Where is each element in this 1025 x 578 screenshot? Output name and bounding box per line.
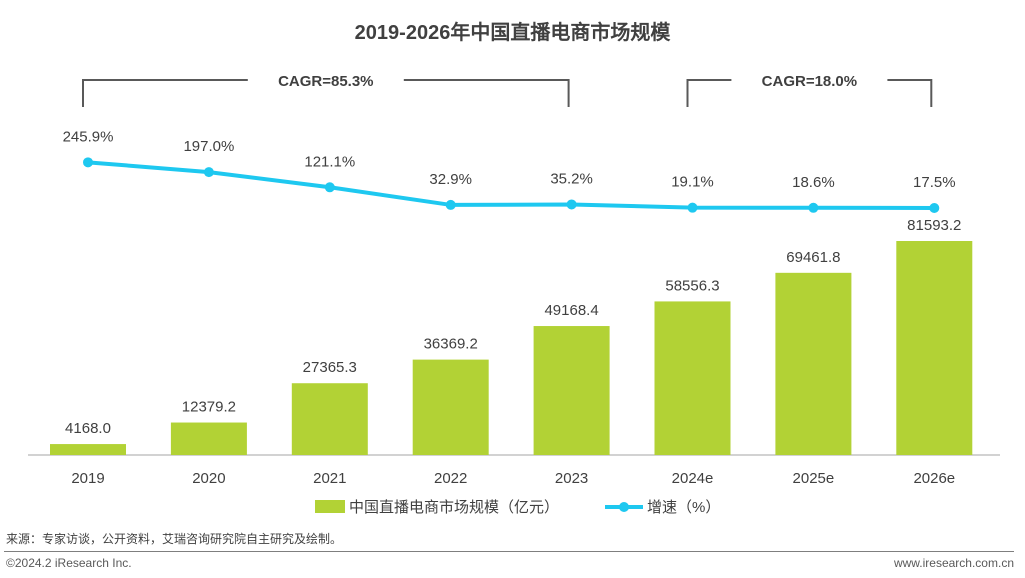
- cagr-label: CAGR=18.0%: [762, 73, 857, 90]
- bar-data-label: 4168.0: [65, 420, 111, 437]
- x-tick-label: 2020: [192, 470, 225, 487]
- bar: [50, 444, 126, 455]
- bar: [654, 301, 731, 455]
- growth-data-label: 17.5%: [913, 174, 956, 191]
- x-tick-label: 2019: [71, 470, 104, 487]
- bar-data-label: 58556.3: [665, 277, 719, 294]
- legend-bar-label: 中国直播电商市场规模（亿元）: [349, 499, 560, 516]
- bar: [896, 241, 973, 455]
- source-note: 来源：专家访谈，公开资料，艾瑞咨询研究院自主研究及绘制。: [6, 532, 343, 546]
- cagr-bracket: [686, 79, 933, 107]
- growth-point: [445, 199, 456, 210]
- growth-line: [87, 160, 935, 210]
- growth-data-label: 35.2%: [550, 170, 593, 187]
- growth-point: [203, 167, 214, 178]
- bar-data-label: 36369.2: [424, 336, 478, 353]
- growth-point: [687, 202, 698, 213]
- growth-data-label: 245.9%: [63, 128, 114, 145]
- growth-data-label: 19.1%: [671, 174, 714, 191]
- chart-title: 2019-2026年中国直播电商市场规模: [354, 22, 671, 44]
- legend-bar: 中国直播电商市场规模（亿元）: [315, 496, 559, 517]
- x-tick-label: 2026e: [913, 470, 955, 487]
- legend-line-swatch: [605, 501, 643, 512]
- bar-data-label: 81593.2: [907, 217, 961, 234]
- bar: [775, 272, 852, 455]
- copyright: ©2024.2 iResearch Inc.: [6, 556, 132, 570]
- legend-line: 增速（%）: [605, 496, 720, 517]
- growth-data-label: 32.9%: [429, 171, 472, 188]
- x-tick-label: 2021: [313, 470, 346, 487]
- growth-data-label: 18.6%: [792, 174, 835, 191]
- growth-data-label: 197.0%: [183, 138, 234, 155]
- legend-bar-swatch: [315, 500, 345, 513]
- bar: [533, 326, 610, 455]
- bar: [170, 422, 247, 455]
- growth-point: [324, 182, 335, 193]
- chart-plot: 4168.0 2019 12379.2 2020 27365.3 2021 36369.2 2…: [28, 73, 1000, 487]
- growth-data-label: 121.1%: [304, 153, 355, 170]
- x-tick-label: 2023: [555, 470, 588, 487]
- bar-data-label: 27365.3: [303, 359, 357, 376]
- growth-point: [83, 157, 93, 168]
- bar: [291, 383, 368, 455]
- growth-point: [808, 202, 819, 213]
- website-link[interactable]: www.iresearch.com.cn: [893, 556, 1014, 570]
- x-tick-label: 2024e: [672, 470, 714, 487]
- cagr-bracket: [82, 79, 570, 107]
- bar-data-label: 12379.2: [182, 399, 236, 416]
- cagr-label: CAGR=85.3%: [278, 73, 373, 90]
- bar: [412, 359, 489, 455]
- growth-point: [929, 203, 940, 213]
- bar-data-label: 69461.8: [786, 249, 840, 266]
- growth-point: [566, 199, 577, 210]
- bar-data-label: 49168.4: [544, 302, 598, 319]
- x-tick-label: 2025e: [793, 470, 835, 487]
- legend-line-label: 增速（%）: [647, 499, 721, 516]
- x-tick-label: 2022: [434, 470, 467, 487]
- footer-divider: [4, 551, 1014, 552]
